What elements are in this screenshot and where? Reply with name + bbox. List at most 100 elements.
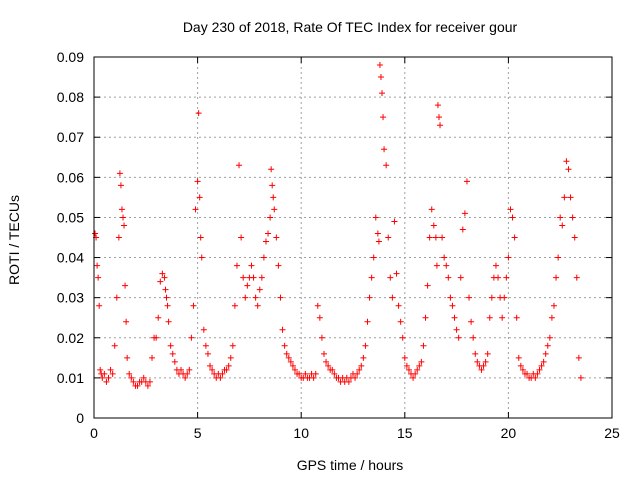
data-point (161, 274, 168, 281)
data-point (360, 354, 367, 361)
data-point (196, 194, 203, 201)
data-point (103, 378, 110, 385)
data-point (385, 234, 392, 241)
data-point (380, 114, 387, 121)
data-point (428, 206, 435, 213)
data-point (377, 74, 384, 81)
data-point (126, 370, 133, 377)
data-point (478, 366, 485, 373)
data-point (542, 350, 549, 357)
data-point (287, 358, 294, 365)
data-point (204, 350, 211, 357)
data-point (362, 342, 369, 349)
x-tick-label: 25 (604, 425, 620, 441)
data-point (414, 366, 421, 373)
data-point (550, 302, 557, 309)
data-point (381, 146, 388, 153)
data-point (565, 166, 572, 173)
data-point (279, 326, 286, 333)
data-point (289, 362, 296, 369)
data-point (354, 370, 361, 377)
data-point (144, 382, 151, 389)
data-point (466, 294, 473, 301)
data-point (238, 234, 245, 241)
data-point (223, 366, 230, 373)
y-tick-label: 0.03 (57, 290, 84, 306)
data-point (240, 274, 247, 281)
data-point (403, 362, 410, 369)
data-point (167, 342, 174, 349)
data-point (269, 182, 276, 189)
data-point (519, 366, 526, 373)
data-point (573, 274, 580, 281)
data-point (190, 302, 197, 309)
data-point (422, 314, 429, 321)
data-point (320, 350, 327, 357)
data-point (439, 234, 446, 241)
data-point (544, 342, 551, 349)
data-point (188, 334, 195, 341)
y-tick-label: 0.08 (57, 89, 84, 105)
data-point (169, 350, 176, 357)
data-point (122, 282, 129, 289)
data-point (453, 326, 460, 333)
data-point (113, 294, 120, 301)
data-point (410, 374, 417, 381)
data-point (111, 342, 118, 349)
data-point (200, 326, 207, 333)
data-point (397, 318, 404, 325)
data-point (370, 254, 377, 261)
data-point (548, 314, 555, 321)
data-point (275, 262, 282, 269)
data-point (375, 238, 382, 245)
data-point (162, 286, 169, 293)
data-point (575, 354, 582, 361)
data-point (426, 234, 433, 241)
data-point (159, 270, 166, 277)
data-point (445, 274, 452, 281)
x-tick-label: 5 (194, 425, 202, 441)
data-point (242, 294, 249, 301)
data-point (517, 362, 524, 369)
data-point (155, 314, 162, 321)
data-point (271, 206, 278, 213)
data-point (171, 358, 178, 365)
data-point (364, 318, 371, 325)
data-point (567, 194, 574, 201)
data-point (184, 370, 191, 377)
data-point (134, 382, 141, 389)
data-point (316, 314, 323, 321)
data-point (318, 334, 325, 341)
data-point (277, 294, 284, 301)
data-point (153, 334, 160, 341)
axis-ticks (93, 56, 613, 419)
data-point (430, 222, 437, 229)
data-point (484, 350, 491, 357)
data-point (559, 222, 566, 229)
data-point (395, 302, 402, 309)
data-point (374, 230, 381, 237)
y-axis-title: ROTI / TECUs (6, 195, 22, 285)
data-point (563, 158, 570, 165)
x-axis-title: GPS time / hours (297, 457, 404, 473)
data-point (424, 282, 431, 289)
data-point (540, 358, 547, 365)
data-point (486, 314, 493, 321)
grid (94, 57, 612, 418)
data-point (229, 342, 236, 349)
data-point (534, 370, 541, 377)
data-point (227, 354, 234, 361)
data-point (178, 366, 185, 373)
data-point (217, 374, 224, 381)
data-point (258, 274, 265, 281)
data-point (345, 378, 352, 385)
data-point (472, 350, 479, 357)
data-point (387, 274, 394, 281)
data-point (561, 194, 568, 201)
data-point (312, 370, 319, 377)
data-point (412, 370, 419, 377)
data-point (372, 214, 379, 221)
data-point (379, 90, 386, 97)
data-point (383, 162, 390, 169)
data-point (270, 194, 277, 201)
